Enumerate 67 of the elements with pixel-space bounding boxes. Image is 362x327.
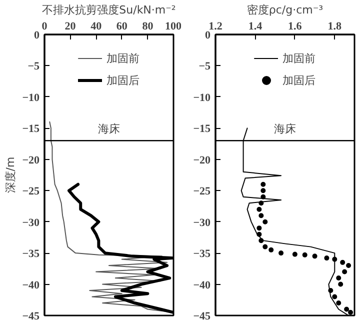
x-tick-label: 40: [90, 20, 102, 32]
point: [278, 250, 284, 256]
x-axis-title: 不排水抗剪强度Su/kN·m⁻²: [42, 4, 176, 16]
point: [258, 200, 264, 206]
x-tick-label: 1.4: [248, 20, 263, 32]
point: [262, 244, 268, 250]
point: [332, 256, 338, 262]
y-tick-label: −30: [22, 216, 40, 229]
point: [260, 182, 266, 187]
point: [292, 252, 298, 257]
x-tick-label: 0: [42, 20, 48, 32]
legend-label: 加固前: [282, 50, 316, 66]
x-tick-label: 1.2: [208, 20, 223, 32]
y-tick-label: −40: [193, 279, 211, 292]
x-tick-label: 60: [116, 20, 128, 32]
y-tick-label: −25: [22, 186, 40, 198]
y-tick-label: −15: [22, 123, 40, 136]
point: [338, 282, 344, 287]
point: [302, 252, 308, 258]
y-axis-title: 深度/m: [4, 156, 18, 194]
y-tick-label: −40: [22, 279, 40, 292]
y-tick-label: −25: [193, 186, 211, 198]
point: [260, 188, 266, 194]
point: [332, 294, 338, 300]
point: [346, 263, 352, 268]
y-tick-label: −10: [193, 92, 211, 104]
x-tick-label: 100: [165, 20, 182, 32]
point: [268, 247, 274, 252]
y-tick-label: −15: [193, 123, 211, 136]
y-tick-label: −45: [193, 310, 211, 322]
legend-label: 加固前: [106, 50, 140, 66]
point: [328, 288, 334, 294]
point: [258, 238, 264, 244]
point: [324, 256, 330, 261]
x-tick-label: 20: [64, 20, 76, 32]
y-tick-label: 0: [34, 30, 40, 42]
y-tick-label: −45: [22, 310, 40, 322]
legend-label: 加固后: [282, 72, 316, 88]
y-tick-label: −5: [28, 60, 40, 73]
point: [340, 260, 346, 265]
point: [342, 269, 348, 274]
x-tick-label: 1.8: [328, 20, 342, 32]
point: [348, 310, 354, 315]
point: [344, 306, 350, 312]
point: [312, 254, 318, 259]
y-tick-label: 0: [205, 30, 211, 42]
point: [256, 226, 262, 231]
ref-line-label: 海床: [274, 122, 296, 136]
point: [260, 194, 266, 200]
point: [262, 219, 268, 224]
y-tick-label: −5: [198, 60, 211, 73]
point: [336, 276, 342, 281]
x-tick-label: 80: [142, 20, 154, 32]
y-tick-label: −35: [22, 248, 40, 260]
y-tick-label: −20: [22, 154, 40, 166]
point: [256, 206, 262, 212]
point: [258, 213, 264, 218]
y-tick-label: −10: [22, 92, 40, 104]
y-tick-label: −30: [193, 216, 211, 229]
ref-line-label: 海床: [98, 122, 120, 136]
x-axis-title: 密度ρc/g·cm⁻³: [246, 4, 324, 16]
point: [336, 300, 342, 306]
y-tick-label: −20: [193, 154, 211, 166]
legend-label: 加固后: [106, 72, 140, 88]
y-tick-label: −35: [193, 248, 211, 260]
point: [256, 232, 262, 237]
x-tick-label: 1.6: [288, 20, 302, 32]
